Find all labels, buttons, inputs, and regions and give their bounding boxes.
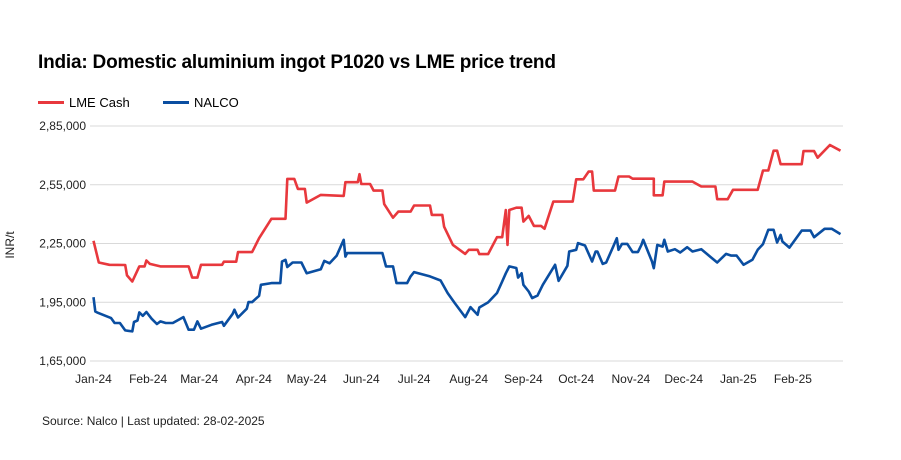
legend-label-nalco: NALCO (194, 95, 239, 110)
x-tick-label: Dec-24 (664, 372, 703, 386)
series-line-nalco (92, 227, 842, 333)
x-tick-label: Jan-25 (720, 372, 757, 386)
legend-swatch-nalco (163, 101, 189, 104)
x-tick-label: May-24 (287, 372, 327, 386)
y-tick-label: 1,95,000 (39, 295, 86, 309)
y-tick-label: 2,55,000 (39, 178, 86, 192)
x-tick-label: Sep-24 (504, 372, 543, 386)
y-tick-label: 2,85,000 (39, 119, 86, 133)
series-line-lme-cash (92, 143, 842, 283)
y-axis-label: INR/t (3, 231, 17, 259)
x-tick-label: Aug-24 (449, 372, 488, 386)
legend-label-lme-cash: LME Cash (69, 95, 130, 110)
legend-item-nalco: NALCO (163, 95, 239, 110)
x-tick-label: Mar-24 (180, 372, 218, 386)
x-tick-label: Jan-24 (75, 372, 112, 386)
x-tick-label: Apr-24 (236, 372, 272, 386)
x-tick-label: Feb-24 (129, 372, 167, 386)
x-tick-label: Nov-24 (612, 372, 651, 386)
x-tick-label: Jun-24 (343, 372, 380, 386)
chart-title: India: Domestic aluminium ingot P1020 vs… (38, 52, 556, 73)
legend-item-lme-cash: LME Cash (38, 95, 130, 110)
x-tick-label: Oct-24 (558, 372, 594, 386)
y-tick-label: 2,25,000 (39, 237, 86, 251)
source-note: Source: Nalco | Last updated: 28-02-2025 (42, 414, 265, 428)
x-tick-label: Jul-24 (398, 372, 431, 386)
legend-swatch-lme-cash (38, 101, 64, 104)
x-tick-label: Feb-25 (774, 372, 812, 386)
y-tick-label: 1,65,000 (39, 354, 86, 368)
